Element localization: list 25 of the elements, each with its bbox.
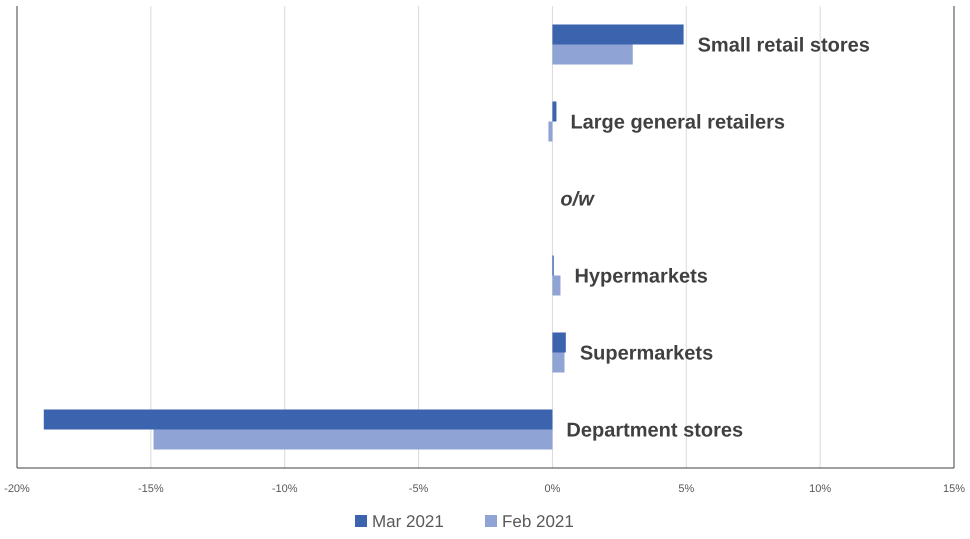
- bar: [552, 332, 566, 352]
- x-tick-label: 0%: [544, 483, 561, 495]
- y-tick-label: Department stores: [566, 420, 744, 442]
- bar: [154, 430, 552, 450]
- y-tick-label: Hypermarkets: [574, 266, 708, 288]
- bar: [552, 44, 633, 65]
- y-tick-label: o/w: [560, 188, 596, 210]
- x-tick-label: -20%: [4, 483, 30, 495]
- bar: [548, 122, 552, 142]
- x-tick-label: 5%: [678, 483, 694, 495]
- bar: [552, 352, 564, 373]
- bar: [44, 409, 552, 430]
- legend-label: Mar 2021: [372, 512, 444, 531]
- bar: [552, 101, 556, 122]
- legend-label: Feb 2021: [502, 512, 574, 531]
- y-tick-label: Supermarkets: [580, 342, 714, 364]
- x-tick-label: 10%: [809, 483, 832, 495]
- y-tick-label: Small retail stores: [698, 34, 870, 56]
- x-tick-label: -10%: [272, 483, 298, 495]
- x-tick-label: 15%: [942, 483, 966, 495]
- bar: [552, 24, 684, 44]
- x-tick-label: -15%: [138, 483, 164, 495]
- bar: [552, 276, 560, 296]
- x-tick-label: -5%: [408, 483, 429, 495]
- y-tick-label: Large general retailers: [570, 112, 786, 134]
